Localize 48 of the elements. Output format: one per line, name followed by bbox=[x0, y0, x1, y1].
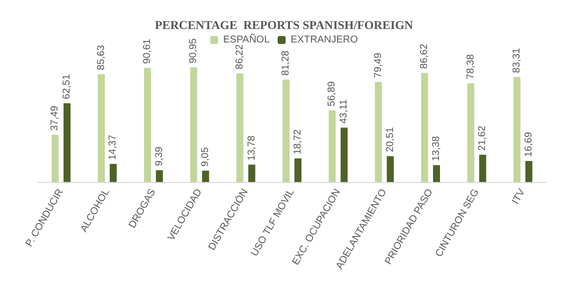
bar bbox=[236, 73, 244, 182]
bar bbox=[156, 170, 163, 182]
x-tick-label: ITV bbox=[510, 186, 528, 206]
data-label: 20,51 bbox=[384, 126, 396, 152]
legend-label: ESPAÑOL bbox=[223, 34, 270, 46]
bar bbox=[432, 165, 440, 182]
bar bbox=[282, 80, 290, 182]
bar bbox=[202, 170, 210, 182]
data-label: 62,51 bbox=[62, 74, 73, 100]
bar bbox=[294, 158, 302, 182]
data-label: 83,31 bbox=[511, 48, 522, 74]
bar bbox=[328, 110, 336, 182]
data-label: 37,49 bbox=[50, 105, 61, 131]
data-label: 79,49 bbox=[372, 52, 384, 78]
data-label: 13,78 bbox=[246, 135, 258, 161]
bar bbox=[340, 128, 348, 182]
bar bbox=[110, 164, 117, 182]
data-label: 90,95 bbox=[188, 38, 200, 64]
data-label: 78,38 bbox=[465, 54, 476, 80]
bar bbox=[374, 82, 382, 182]
data-label: 56,89 bbox=[326, 80, 338, 106]
data-label: 90,61 bbox=[142, 38, 154, 64]
data-label: 86,62 bbox=[419, 43, 430, 69]
bar bbox=[421, 72, 428, 182]
bar bbox=[467, 83, 474, 182]
bar bbox=[525, 160, 532, 182]
chart-title: PERCENTAGE REPORTS SPANISH/FOREIGN bbox=[154, 18, 414, 32]
data-label: 14,37 bbox=[108, 134, 119, 160]
bar bbox=[248, 164, 256, 182]
data-label: 16,69 bbox=[523, 132, 534, 157]
bar bbox=[52, 134, 59, 182]
data-label: 86,22 bbox=[234, 44, 246, 70]
bar bbox=[64, 103, 71, 182]
data-label: 81,28 bbox=[280, 50, 292, 76]
data-label: 18,72 bbox=[292, 128, 304, 154]
legend-label: EXTRANJERO bbox=[290, 34, 358, 46]
data-label: 85,63 bbox=[96, 44, 107, 70]
bar bbox=[98, 74, 105, 182]
data-label: 43,11 bbox=[338, 98, 350, 124]
data-label: 9,05 bbox=[200, 146, 212, 167]
bar bbox=[479, 154, 486, 182]
bar bbox=[386, 156, 394, 182]
bar bbox=[144, 68, 152, 182]
data-label: 13,38 bbox=[430, 136, 442, 162]
data-label: 9,39 bbox=[154, 146, 165, 166]
bar bbox=[190, 67, 198, 182]
data-label: 21,62 bbox=[477, 125, 488, 151]
bar bbox=[513, 77, 520, 182]
